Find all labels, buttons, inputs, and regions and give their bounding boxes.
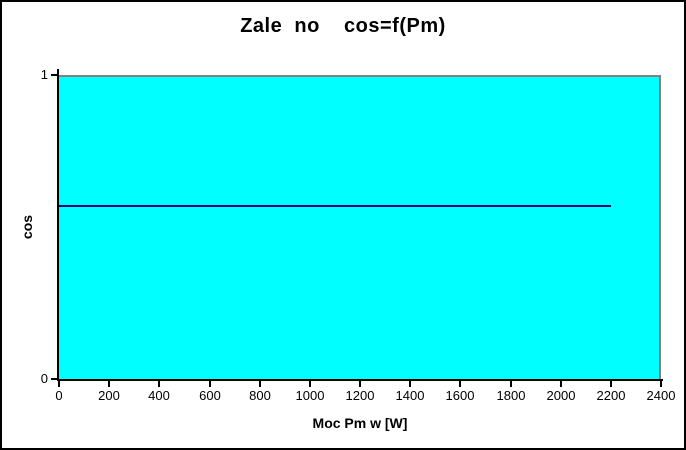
x-axis-tick	[459, 381, 461, 387]
y-axis-title: cos	[19, 214, 35, 240]
x-axis-tick-label: 600	[199, 388, 221, 403]
x-axis-tick	[309, 381, 311, 387]
x-axis-tick	[510, 381, 512, 387]
x-axis-tick	[409, 381, 411, 387]
x-axis-tick	[610, 381, 612, 387]
x-axis-tick-label: 1600	[445, 388, 475, 403]
x-axis-line	[57, 379, 663, 381]
plot-area	[59, 75, 661, 379]
x-axis-tick	[259, 381, 261, 387]
y-axis-line	[57, 69, 59, 381]
y-axis-tick-label: 0	[40, 371, 48, 386]
data-series-line	[59, 205, 611, 207]
x-axis-tick	[158, 381, 160, 387]
x-axis-tick-label: 2200	[596, 388, 626, 403]
x-axis-tick-label: 800	[249, 388, 271, 403]
x-axis-tick-label: 1200	[345, 388, 375, 403]
x-axis-tick-label: 1400	[395, 388, 425, 403]
x-axis-tick-label: 400	[148, 388, 170, 403]
x-axis-tick-label: 1000	[295, 388, 325, 403]
x-axis-tick-label: 2000	[546, 388, 576, 403]
x-axis-tick-label: 2400	[646, 388, 676, 403]
x-axis-title: Moc Pm w [W]	[312, 415, 408, 431]
chart-title: Zale no cos=f(Pm)	[240, 15, 446, 37]
x-axis-tick-label: 200	[98, 388, 120, 403]
y-axis-tick	[51, 378, 59, 380]
x-axis-tick	[108, 381, 110, 387]
x-axis-tick	[560, 381, 562, 387]
x-axis-tick	[660, 381, 662, 387]
x-axis-tick	[209, 381, 211, 387]
x-axis-tick	[359, 381, 361, 387]
x-axis-tick-label: 0	[55, 388, 63, 403]
x-axis-tick	[58, 381, 60, 387]
x-axis-tick-label: 1800	[496, 388, 526, 403]
y-axis-tick-label: 1	[40, 67, 48, 82]
y-axis-tick	[51, 74, 59, 76]
